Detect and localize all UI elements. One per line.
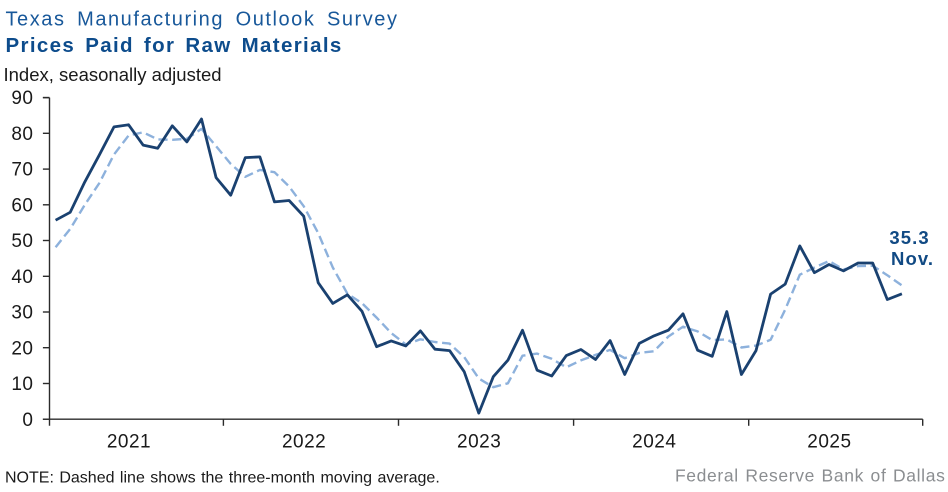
svg-text:2024: 2024 [632, 432, 676, 453]
svg-text:Texas Manufacturing Outlook Su: Texas Manufacturing Outlook Survey [6, 8, 399, 30]
svg-text:70: 70 [11, 160, 33, 181]
svg-text:30: 30 [11, 303, 33, 324]
svg-text:90: 90 [11, 88, 33, 109]
svg-text:NOTE: Dashed line shows the th: NOTE: Dashed line shows the three-month … [5, 469, 440, 486]
svg-text:2022: 2022 [282, 432, 326, 453]
svg-text:35.3: 35.3 [889, 227, 929, 248]
svg-text:2021: 2021 [107, 432, 151, 453]
svg-text:60: 60 [11, 195, 33, 216]
svg-text:10: 10 [11, 374, 33, 395]
svg-text:2025: 2025 [807, 432, 851, 453]
svg-text:0: 0 [22, 410, 33, 431]
svg-text:80: 80 [11, 124, 33, 145]
svg-text:Prices Paid for Raw Materials: Prices Paid for Raw Materials [6, 34, 343, 57]
svg-text:Nov.: Nov. [891, 248, 934, 269]
svg-text:2023: 2023 [457, 432, 501, 453]
svg-text:Index, seasonally adjusted: Index, seasonally adjusted [4, 64, 222, 85]
svg-text:Federal Reserve Bank of Dallas: Federal Reserve Bank of Dallas [675, 466, 946, 486]
svg-text:40: 40 [11, 267, 33, 288]
svg-text:20: 20 [11, 338, 33, 359]
svg-text:50: 50 [11, 231, 33, 252]
